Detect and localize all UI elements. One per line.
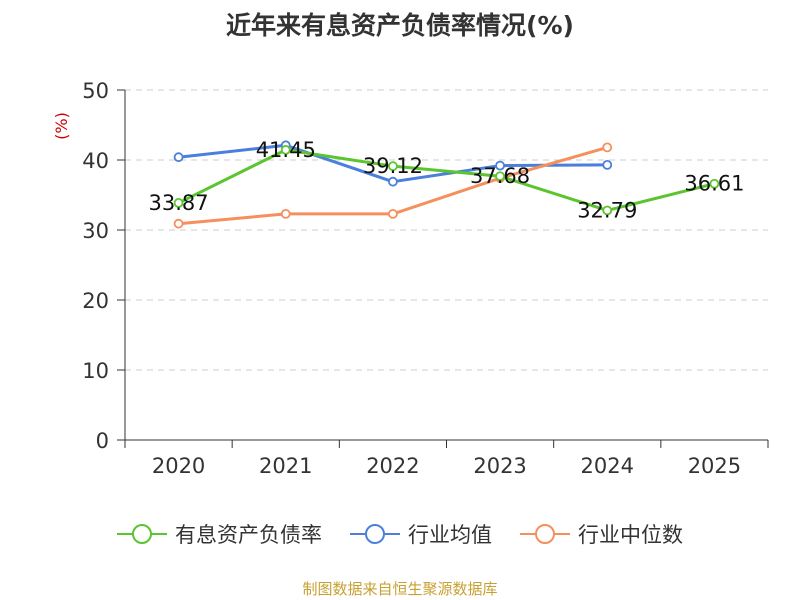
x-tick-label: 2025: [688, 454, 741, 478]
y-tick-label: 20: [82, 289, 109, 313]
legend-item[interactable]: 行业均值: [350, 519, 492, 549]
legend-label: 行业均值: [408, 523, 492, 547]
x-tick-label: 2021: [259, 454, 312, 478]
data-point: [388, 208, 398, 219]
data-label: 33.87: [149, 191, 209, 215]
y-tick-label: 40: [82, 149, 109, 173]
legend-item[interactable]: 有息资产负债率: [117, 519, 322, 549]
legend-swatch-icon: [117, 524, 167, 544]
data-label: 41.45: [256, 138, 316, 162]
y-axis-label: (%): [52, 112, 71, 140]
data-label: 37.68: [470, 164, 530, 188]
data-point: [388, 161, 398, 172]
y-tick-label: 50: [82, 79, 109, 103]
legend-label: 有息资产负债率: [175, 523, 322, 547]
legend: 有息资产负债率 行业均值 行业中位数: [0, 519, 800, 549]
legend-label: 行业中位数: [578, 523, 683, 547]
data-point: [602, 159, 613, 170]
data-point: [173, 152, 184, 163]
legend-item[interactable]: 行业中位数: [520, 519, 683, 549]
y-tick-label: 30: [82, 219, 109, 243]
x-tick-label: 2020: [152, 454, 205, 478]
data-point: [495, 160, 505, 171]
data-label: 39.12: [363, 154, 423, 178]
data-point: [388, 176, 398, 187]
legend-swatch-icon: [350, 524, 400, 544]
x-tick-label: 2022: [366, 454, 419, 478]
data-point: [602, 142, 613, 153]
y-tick-label: 10: [82, 359, 109, 383]
data-point: [173, 198, 184, 208]
data-point: [280, 208, 291, 219]
data-label: 36.61: [684, 172, 744, 196]
data-point: [709, 178, 720, 189]
data-point: [280, 144, 291, 155]
series-line: [177, 148, 715, 212]
chart-title: 近年来有息资产负债率情况(%): [226, 11, 574, 40]
data-point: [173, 218, 184, 229]
data-point: [602, 205, 613, 216]
x-tick-label: 2024: [581, 454, 634, 478]
data-point: [495, 171, 505, 182]
x-tick-label: 2023: [473, 454, 526, 478]
y-tick-label: 0: [96, 429, 109, 453]
legend-swatch-icon: [520, 524, 570, 544]
data-label: 32.79: [577, 198, 637, 222]
source-note: 制图数据来自恒生聚源数据库: [302, 580, 498, 598]
